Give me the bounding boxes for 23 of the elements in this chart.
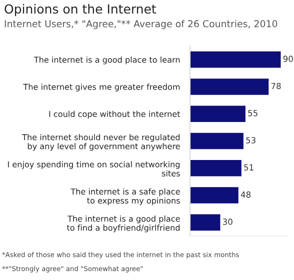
- text: Opinions on the Internet: [4, 4, 156, 16]
- chart-subtitle: Internet Users,* "Agree,"** Average of 26 Countries, 2010: [4, 20, 278, 30]
- y-tick-label: The internet is a good place to learn: [34, 56, 180, 64]
- y-tick-label: I enjoy spending time on social networking sites: [8, 161, 180, 176]
- data-label: 53: [246, 137, 256, 144]
- data-label: 78: [271, 82, 281, 90]
- bar: [190, 132, 244, 150]
- data-label: 30: [222, 218, 232, 225]
- y-tick-label: The internet should never be regulated by any level of government anywhere: [22, 134, 180, 151]
- y-tick-label: The internet gives me greater freedom: [23, 84, 180, 92]
- data-label: 90: [283, 56, 293, 62]
- y-tick-label: The internet is a safe place to express my opinions: [70, 188, 180, 206]
- data-label: 55: [248, 110, 258, 116]
- data-label: 51: [244, 164, 254, 171]
- bar: [190, 160, 242, 176]
- bar: [190, 106, 246, 122]
- bar: [190, 187, 238, 204]
- y-tick-label: I could cope without the internet: [49, 110, 180, 119]
- bar: [190, 78, 269, 95]
- bar: [190, 51, 281, 68]
- data-label: 48: [240, 191, 251, 198]
- y-tick-label: The internet is a good place to find a boyfriend/girlfriend: [66, 215, 180, 232]
- bar: [190, 214, 220, 231]
